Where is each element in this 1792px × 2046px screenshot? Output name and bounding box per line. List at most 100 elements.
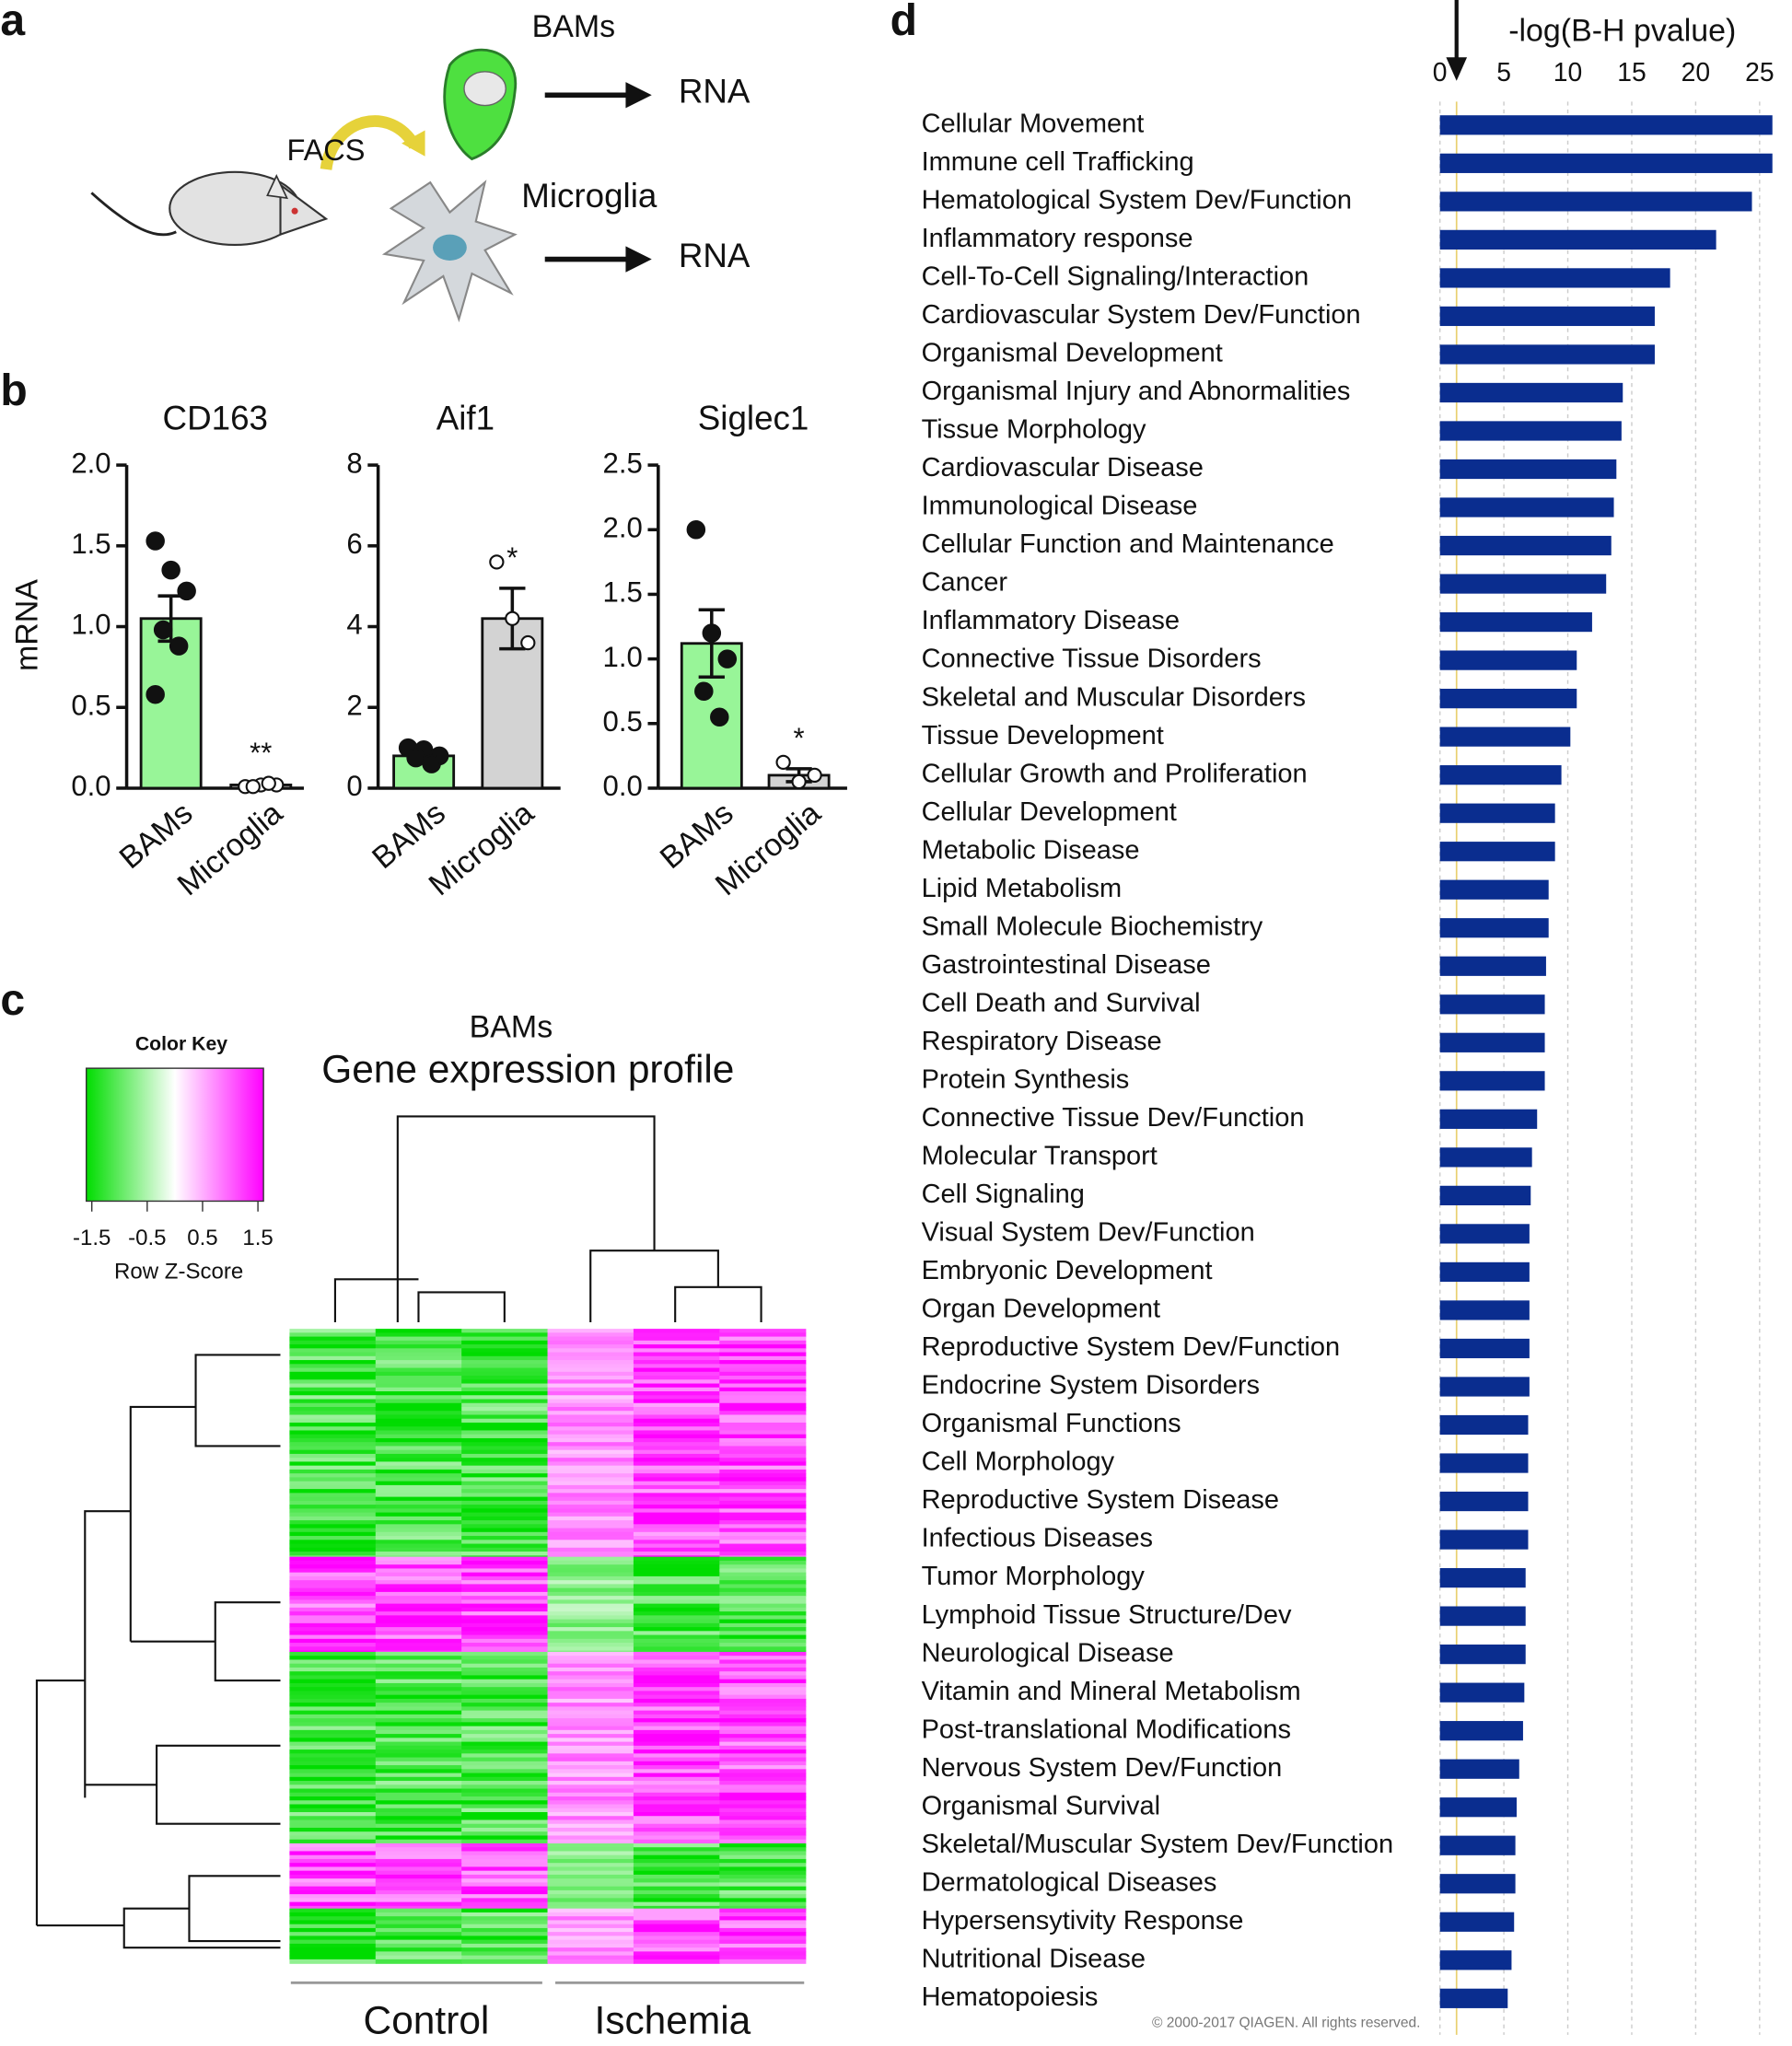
- heatmap-cell: [633, 1599, 721, 1605]
- heatmap-cell: [375, 1399, 462, 1404]
- heatmap-cell: [633, 1587, 721, 1593]
- key-tick-label: 1.5: [242, 1226, 273, 1250]
- heatmap-cell: [633, 1776, 721, 1782]
- heatmap-cell: [289, 1741, 377, 1747]
- category-label: Organismal Development: [922, 339, 1223, 368]
- panel-label: c: [0, 975, 25, 1025]
- heatmap-cell: [289, 1524, 377, 1529]
- heatmap-cell: [461, 1584, 549, 1589]
- heatmap-cell: [461, 1808, 549, 1813]
- heatmap-cell: [375, 1531, 462, 1537]
- heatmap-cell: [461, 1753, 549, 1759]
- heatmap-cell: [289, 1866, 377, 1872]
- heatmap-cell: [633, 1947, 721, 1953]
- data-point: [520, 634, 536, 651]
- bar: [1439, 229, 1716, 250]
- category-label: Endocrine System Disorders: [922, 1371, 1260, 1401]
- heatmap-cell: [633, 1449, 721, 1455]
- heatmap-cell: [461, 1348, 549, 1354]
- heatmap-cell: [633, 1894, 721, 1900]
- data-point: [145, 684, 165, 704]
- heatmap-cell: [375, 1426, 462, 1432]
- y-tick-label: 6: [346, 528, 362, 560]
- heatmap-cell: [547, 1552, 634, 1556]
- heatmap-cell: [633, 1607, 721, 1612]
- heatmap-cell: [547, 1687, 634, 1692]
- heatmap-cell: [547, 1603, 634, 1609]
- heatmap-cell: [633, 1360, 721, 1366]
- y-tick-label: 0.5: [71, 689, 111, 721]
- heatmap-cell: [719, 1446, 807, 1451]
- data-point: [161, 560, 180, 580]
- heatmap-cell: [461, 1543, 549, 1549]
- heatmap-cell: [633, 1437, 721, 1443]
- heatmap-cell: [547, 1951, 634, 1957]
- heatmap-cell: [633, 1531, 721, 1537]
- heatmap-cell: [375, 1442, 462, 1447]
- heatmap-cell: [719, 1493, 807, 1498]
- heatmap-cell: [719, 1710, 807, 1715]
- heatmap-cell: [719, 1646, 807, 1652]
- chart-title: CD163: [163, 400, 268, 437]
- y-axis-label: mRNA: [9, 579, 44, 671]
- heatmap-cell: [633, 1391, 721, 1396]
- heatmap-cell: [547, 1634, 634, 1640]
- heatmap-cell: [633, 1543, 721, 1549]
- heatmap-cell: [547, 1788, 634, 1794]
- heatmap-cell: [461, 1927, 549, 1933]
- heatmap-cell: [461, 1694, 549, 1700]
- heatmap-cell: [719, 1422, 807, 1427]
- heatmap-cell: [633, 1912, 721, 1917]
- heatmap-cell: [289, 1920, 377, 1925]
- heatmap-cell: [375, 1418, 462, 1424]
- heatmap-cell: [633, 1364, 721, 1369]
- heatmap-cell: [547, 1442, 634, 1447]
- heatmap-cell: [719, 1387, 807, 1392]
- bar: [1439, 956, 1546, 976]
- heatmap-cell: [289, 1889, 377, 1895]
- heatmap-cell: [633, 1611, 721, 1617]
- heatmap-cell: [633, 1461, 721, 1467]
- heatmap-cell: [375, 1453, 462, 1459]
- heatmap-cell: [289, 1863, 377, 1868]
- heatmap-cell: [461, 1924, 549, 1929]
- heatmap-cell: [289, 1943, 377, 1948]
- heatmap-cell: [461, 1426, 549, 1432]
- heatmap-cell: [375, 1741, 462, 1747]
- heatmap-cell: [633, 1580, 721, 1586]
- heatmap-cell: [375, 1619, 462, 1624]
- heatmap-cell: [719, 1568, 807, 1574]
- heatmap-cell: [633, 1638, 721, 1644]
- heatmap-cell: [633, 1434, 721, 1439]
- heatmap-cell: [633, 1340, 721, 1345]
- bar: [1439, 1721, 1523, 1741]
- heatmap-cell: [633, 1619, 721, 1624]
- heatmap-cell: [547, 1659, 634, 1665]
- heatmap-cell: [547, 1936, 634, 1941]
- heatmap-cell: [375, 1878, 462, 1884]
- heatmap-cell: [461, 1599, 549, 1605]
- heatmap-cell: [719, 1827, 807, 1832]
- heatmap-cell: [375, 1611, 462, 1617]
- bar: [1439, 1567, 1526, 1588]
- heatmap-cell: [289, 1477, 377, 1482]
- heatmap-cell: [289, 1703, 377, 1708]
- heatmap-cell: [375, 1599, 462, 1605]
- heatmap-cell: [375, 1631, 462, 1636]
- heatmap-cell: [375, 1863, 462, 1868]
- heatmap-cell: [375, 1575, 462, 1581]
- heatmap-cell: [633, 1336, 721, 1342]
- heatmap-cell: [719, 1851, 807, 1856]
- heatmap-cell: [289, 1622, 377, 1628]
- heatmap-cell: [289, 1882, 377, 1888]
- heatmap-cell: [633, 1827, 721, 1832]
- heatmap-cell: [461, 1596, 549, 1601]
- heatmap-cell: [633, 1627, 721, 1633]
- heatmap-cell: [547, 1927, 634, 1933]
- heatmap-cell: [719, 1886, 807, 1891]
- heatmap-cell: [461, 1847, 549, 1853]
- heatmap-cell: [547, 1714, 634, 1719]
- heatmap-cell: [719, 1348, 807, 1354]
- heatmap-cell: [547, 1882, 634, 1888]
- heatmap-cell: [375, 1603, 462, 1609]
